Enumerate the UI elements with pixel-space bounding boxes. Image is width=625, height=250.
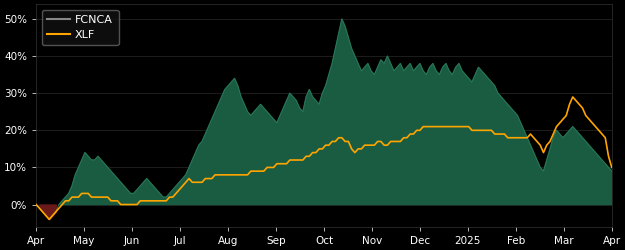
Legend: FCNCA, XLF: FCNCA, XLF [42,10,119,45]
